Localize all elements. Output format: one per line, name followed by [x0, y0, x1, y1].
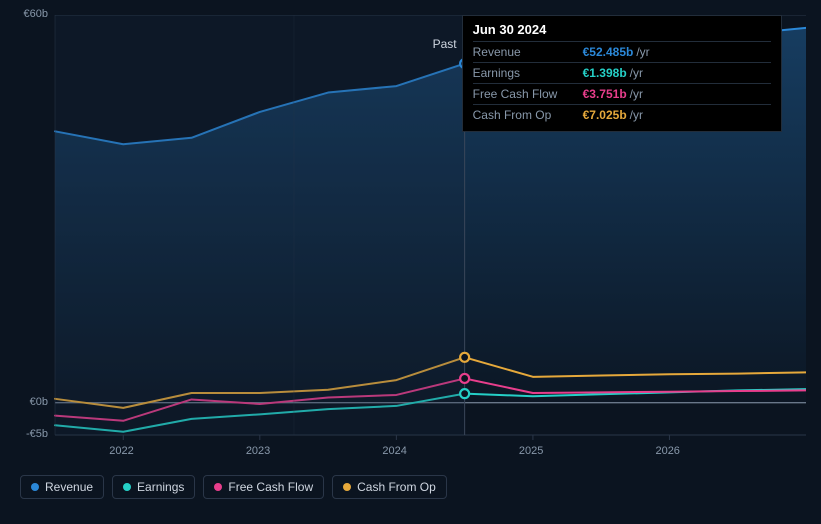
past-label: Past	[425, 37, 457, 51]
tooltip-row-value: €7.025b	[583, 108, 627, 122]
legend-item[interactable]: Free Cash Flow	[203, 475, 324, 499]
x-axis-label: 2024	[382, 445, 406, 457]
legend-dot-icon	[343, 483, 351, 491]
legend-item[interactable]: Earnings	[112, 475, 195, 499]
tooltip-title: Jun 30 2024	[473, 22, 771, 41]
tooltip-row-label: Free Cash Flow	[473, 87, 583, 101]
legend-item-label: Earnings	[137, 480, 184, 494]
chart-legend: Revenue Earnings Free Cash Flow Cash From O…	[20, 475, 447, 499]
y-axis-label: €0b	[30, 396, 48, 408]
legend-item-label: Free Cash Flow	[228, 480, 313, 494]
x-axis-label: 2025	[519, 445, 543, 457]
tooltip-row-value: €52.485b	[583, 45, 634, 59]
legend-dot-icon	[214, 483, 222, 491]
tooltip-row-unit: /yr	[630, 108, 643, 122]
tooltip-row-unit: /yr	[630, 87, 643, 101]
x-axis-label: 2022	[109, 445, 133, 457]
tooltip-row-label: Earnings	[473, 66, 583, 80]
legend-item-label: Cash From Op	[357, 480, 436, 494]
tooltip-row: Cash From Op€7.025b/yr	[473, 104, 771, 125]
y-axis-label: -€5b	[26, 428, 48, 440]
tooltip-row: Free Cash Flow€3.751b/yr	[473, 83, 771, 104]
financials-chart: €60b €0b -€5b 2022 2023 2024 2025 2026 P…	[15, 15, 806, 509]
tooltip-row-unit: /yr	[630, 66, 643, 80]
legend-dot-icon	[31, 483, 39, 491]
y-axis-label: €60b	[24, 8, 48, 20]
x-axis-label: 2023	[246, 445, 270, 457]
tooltip-row-label: Cash From Op	[473, 108, 583, 122]
legend-item[interactable]: Revenue	[20, 475, 104, 499]
legend-item-label: Revenue	[45, 480, 93, 494]
tooltip-row-label: Revenue	[473, 45, 583, 59]
chart-tooltip: Jun 30 2024 Revenue€52.485b/yrEarnings€1…	[462, 15, 782, 132]
tooltip-row-value: €3.751b	[583, 87, 627, 101]
legend-dot-icon	[123, 483, 131, 491]
x-axis-label: 2026	[655, 445, 679, 457]
tooltip-row: Revenue€52.485b/yr	[473, 41, 771, 62]
tooltip-row: Earnings€1.398b/yr	[473, 62, 771, 83]
tooltip-row-unit: /yr	[636, 45, 649, 59]
legend-item[interactable]: Cash From Op	[332, 475, 447, 499]
tooltip-row-value: €1.398b	[583, 66, 627, 80]
